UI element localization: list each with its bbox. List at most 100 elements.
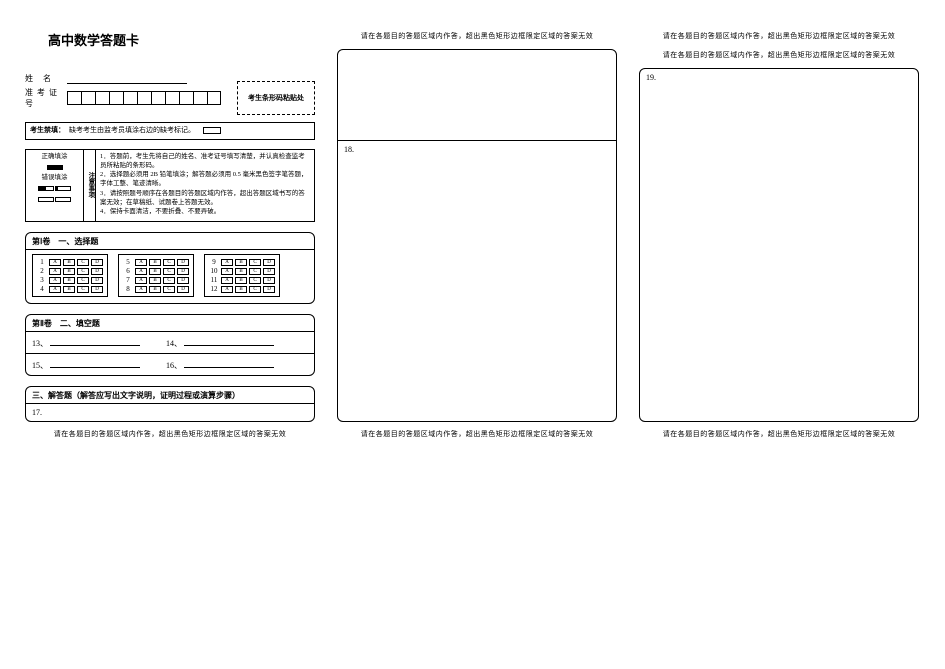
column-3: 请在各题目的答题区域内作答，超出黑色矩形边框限定区域的答案无效 请在各题目的答题… [634, 30, 924, 441]
ticket-cell [81, 91, 95, 105]
mc-qnum: 3 [36, 276, 48, 284]
fill-example-left: 正确填涂 错误填涂 [26, 150, 84, 221]
mc-row: 5ABCD [122, 258, 190, 266]
mc-qnum: 4 [36, 285, 48, 293]
mc-option[interactable]: B [63, 277, 75, 284]
ticket-boxes [67, 91, 221, 105]
mc-option[interactable]: D [177, 277, 189, 284]
part2-panel: 第Ⅱ卷 二、填空题 13、14、15、16、 [25, 314, 315, 376]
fill-rule: 4．保持卡面清洁，不要折叠、不要弄破。 [100, 208, 310, 217]
blank-line [50, 358, 140, 368]
mc-option[interactable]: A [135, 277, 147, 284]
mc-option[interactable]: B [63, 286, 75, 293]
mc-wrap: 1ABCD2ABCD3ABCD4ABCD5ABCD6ABCD7ABCD8ABCD… [26, 250, 314, 303]
mc-option[interactable]: D [91, 259, 103, 266]
q18-area [338, 158, 616, 421]
ticket-cell [109, 91, 123, 105]
mc-qnum: 6 [122, 267, 134, 275]
mc-qnum: 7 [122, 276, 134, 284]
fill-mid-header: 注意事项 [84, 150, 96, 221]
boundary-note-3t2: 请在各题目的答题区域内作答，超出黑色矩形边框限定区域的答案无效 [634, 49, 924, 62]
fill-rule: 3．请按照题号顺序在各题目的答题区域内作答，超出答题区域书写的答案无效；在草稿纸… [100, 190, 310, 208]
mc-option[interactable]: D [177, 286, 189, 293]
mc-option[interactable]: C [77, 268, 89, 275]
ticket-cell [151, 91, 165, 105]
fill-instructions: 正确填涂 错误填涂 注意事项 1．答题前，考生先将自己的姓名、准考证号填写清楚，… [25, 149, 315, 222]
blank-label: 16、 [166, 360, 182, 371]
mc-option[interactable]: A [221, 259, 233, 266]
ticket-cell [67, 91, 81, 105]
mc-option[interactable]: C [77, 286, 89, 293]
mc-option[interactable]: C [163, 259, 175, 266]
mc-option[interactable]: A [135, 286, 147, 293]
blank-line [184, 358, 274, 368]
mc-option[interactable]: B [235, 277, 247, 284]
mc-option[interactable]: C [163, 277, 175, 284]
mc-option[interactable]: D [263, 286, 275, 293]
mc-option[interactable]: A [49, 259, 61, 266]
q19-area [640, 86, 918, 421]
mc-option[interactable]: B [235, 259, 247, 266]
column-2: 请在各题目的答题区域内作答，超出黑色矩形边框限定区域的答案无效 18. 请在各题… [332, 30, 622, 441]
blank-row: 13、14、 [26, 332, 314, 353]
mc-option[interactable]: C [249, 268, 261, 275]
absent-mark-box [203, 127, 221, 134]
mc-option[interactable]: B [235, 286, 247, 293]
mc-option[interactable]: B [235, 268, 247, 275]
mc-option[interactable]: D [91, 286, 103, 293]
mc-qnum: 5 [122, 258, 134, 266]
mc-option[interactable]: D [263, 268, 275, 275]
correct-mark-icon [47, 165, 63, 170]
mc-option[interactable]: B [149, 277, 161, 284]
mc-option[interactable]: D [177, 268, 189, 275]
fill-rule: 2．选择题必须用 2B 铅笔填涂；解答题必须用 0.5 毫米黑色签字笔答题，字体… [100, 171, 310, 189]
mc-option[interactable]: C [249, 286, 261, 293]
mc-row: 4ABCD [36, 285, 104, 293]
ticket-cell [193, 91, 207, 105]
mc-option[interactable]: B [63, 268, 75, 275]
name-label: 姓 名 [25, 73, 67, 84]
mc-qnum: 2 [36, 267, 48, 275]
mc-option[interactable]: B [149, 259, 161, 266]
mc-option[interactable]: A [221, 286, 233, 293]
mc-option[interactable]: A [49, 277, 61, 284]
q17-cont-area [338, 50, 616, 140]
mc-option[interactable]: A [135, 268, 147, 275]
blank-label: 13、 [32, 338, 48, 349]
mc-option[interactable]: C [249, 259, 261, 266]
mc-qnum: 10 [208, 267, 220, 275]
name-line [67, 74, 187, 84]
mc-qnum: 8 [122, 285, 134, 293]
mc-option[interactable]: B [63, 259, 75, 266]
mc-option[interactable]: D [177, 259, 189, 266]
mc-option[interactable]: A [49, 268, 61, 275]
mc-group: 1ABCD2ABCD3ABCD4ABCD [32, 254, 108, 297]
mc-option[interactable]: D [91, 277, 103, 284]
mc-option[interactable]: A [49, 286, 61, 293]
mc-option[interactable]: A [221, 268, 233, 275]
mc-qnum: 11 [208, 276, 220, 284]
q19-number: 19. [640, 69, 918, 86]
mc-option[interactable]: B [149, 286, 161, 293]
part1-panel: 第Ⅰ卷 一、选择题 1ABCD2ABCD3ABCD4ABCD5ABCD6ABCD… [25, 232, 315, 304]
part3-panel: 三、解答题（解答应写出文字说明，证明过程或演算步骤） 17. [25, 386, 315, 422]
mc-option[interactable]: C [77, 277, 89, 284]
wrong-mark-icon [38, 186, 54, 191]
part1-title: 第Ⅰ卷 一、选择题 [26, 233, 314, 249]
mc-option[interactable]: B [149, 268, 161, 275]
mc-option[interactable]: D [91, 268, 103, 275]
answer-sheet: 高中数学答题卡 姓 名 准考证号 考生条形码粘贴处 考生禁填： 缺考考生由监考员… [20, 30, 925, 441]
mc-option[interactable]: A [221, 277, 233, 284]
mc-option[interactable]: A [135, 259, 147, 266]
notice-text: 缺考考生由监考员填涂右边的缺考标记。 [69, 126, 195, 136]
mc-option[interactable]: C [77, 259, 89, 266]
wrong-mark-icon [38, 197, 54, 202]
mc-option[interactable]: D [263, 277, 275, 284]
mc-option[interactable]: D [263, 259, 275, 266]
mc-option[interactable]: C [163, 268, 175, 275]
mc-option[interactable]: C [249, 277, 261, 284]
mc-option[interactable]: C [163, 286, 175, 293]
ticket-cell [165, 91, 179, 105]
blank-rows: 13、14、15、16、 [26, 332, 314, 375]
boundary-note-2t: 请在各题目的答题区域内作答，超出黑色矩形边框限定区域的答案无效 [332, 30, 622, 43]
